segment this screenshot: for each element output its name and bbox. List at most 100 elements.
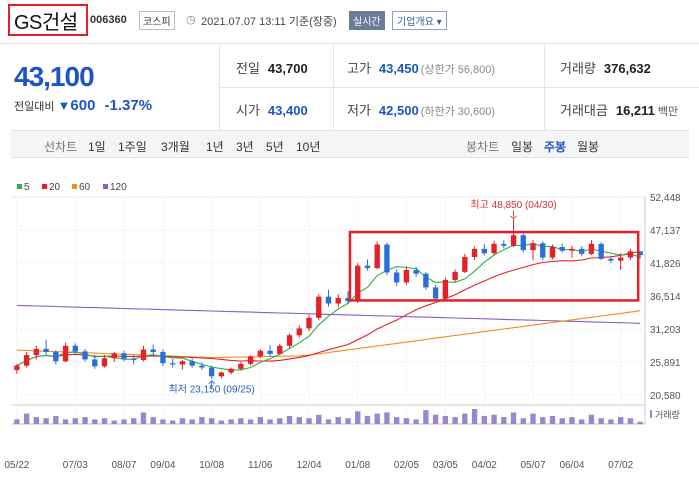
company-overview-dropdown[interactable]: 기업개요 ▾ bbox=[392, 11, 447, 30]
period-3m[interactable]: 3개월 bbox=[161, 140, 190, 154]
candle-body bbox=[238, 363, 244, 369]
realtime-button[interactable]: 실시간 bbox=[349, 11, 385, 30]
volume-bar bbox=[452, 417, 458, 424]
y-tick-label: 47,137 bbox=[650, 226, 681, 237]
volume-bar bbox=[559, 418, 565, 424]
candle-body bbox=[72, 345, 78, 352]
volume-bar bbox=[33, 417, 40, 424]
stock-name[interactable]: GS건설 bbox=[14, 12, 78, 34]
volume-bar bbox=[72, 418, 78, 424]
volume-bar bbox=[540, 417, 546, 424]
volume-bar bbox=[140, 412, 147, 424]
volume-bar bbox=[491, 414, 497, 424]
volume-bar bbox=[199, 417, 205, 424]
volume-bar bbox=[335, 417, 341, 424]
y-tick-label: 52,448 bbox=[650, 193, 681, 204]
candle-body bbox=[569, 248, 575, 251]
candle-body bbox=[189, 361, 195, 366]
candle-body bbox=[23, 355, 30, 366]
candle-body bbox=[101, 358, 108, 367]
candle-body bbox=[374, 244, 380, 269]
volume-label: 거래량 bbox=[655, 409, 680, 420]
ma60-line bbox=[16, 310, 641, 359]
candle-body bbox=[637, 251, 643, 256]
period-5y[interactable]: 5년 bbox=[266, 140, 284, 154]
period-10y[interactable]: 10년 bbox=[296, 140, 321, 154]
candle-body bbox=[62, 345, 69, 362]
period-1d[interactable]: 1일 bbox=[88, 140, 106, 154]
x-tick-label: 04/02 bbox=[472, 460, 497, 471]
candle-body bbox=[140, 349, 147, 361]
candle-daily[interactable]: 일봉 bbox=[511, 140, 534, 154]
change-value: 600 bbox=[70, 97, 96, 114]
candle-monthly[interactable]: 월봉 bbox=[577, 140, 600, 154]
candle-body bbox=[598, 243, 604, 259]
stock-header: GS건설 006360 코스피 ◷ 2021.07.07 13:11 기준(장중… bbox=[0, 0, 699, 44]
candle-body bbox=[267, 350, 273, 354]
volume-bar bbox=[471, 409, 478, 424]
volume-bar bbox=[355, 411, 361, 424]
volume-bar bbox=[627, 418, 634, 424]
candle-body bbox=[335, 297, 341, 304]
x-tick-label: 12/04 bbox=[297, 460, 322, 471]
candle-weekly[interactable]: 주봉 bbox=[544, 140, 567, 154]
high-annotation: 최고 48,850 (04/30) bbox=[470, 199, 556, 211]
x-tick-label: 05/07 bbox=[520, 460, 545, 471]
candle-body bbox=[442, 279, 449, 299]
volume-bar bbox=[306, 418, 312, 424]
volume-bar bbox=[160, 419, 166, 424]
volume-bar bbox=[364, 415, 371, 424]
volume-bar bbox=[228, 419, 234, 424]
quote-timestamp: 2021.07.07 13:11 기준(장중) bbox=[201, 16, 337, 28]
candle-body bbox=[131, 358, 137, 361]
volume-bar bbox=[530, 413, 536, 424]
legend-ma20: 20 bbox=[42, 182, 60, 193]
volume-bar bbox=[588, 414, 595, 424]
volume-bar bbox=[247, 419, 254, 424]
candle-body bbox=[14, 365, 20, 371]
period-3y[interactable]: 3년 bbox=[236, 140, 254, 154]
volume-bar bbox=[481, 415, 487, 424]
y-tick-label: 25,891 bbox=[650, 358, 681, 369]
candle-body bbox=[160, 352, 166, 364]
volume-bar bbox=[413, 419, 419, 424]
candle-body bbox=[481, 248, 487, 254]
volume-bar bbox=[374, 413, 380, 424]
volume-bar bbox=[462, 413, 468, 424]
volume-bar bbox=[579, 419, 585, 424]
market-badge: 코스피 bbox=[139, 11, 175, 30]
volume-bar bbox=[82, 417, 88, 424]
volume-bar bbox=[384, 412, 390, 424]
volume-bar bbox=[150, 417, 156, 424]
candle-body bbox=[286, 335, 293, 346]
volume-bar bbox=[325, 419, 332, 424]
candle-body bbox=[608, 258, 614, 261]
candle-body bbox=[296, 328, 302, 336]
candle-body bbox=[588, 243, 595, 254]
volume-bar bbox=[208, 418, 215, 424]
candle-body bbox=[306, 317, 312, 329]
candle-body bbox=[325, 296, 332, 304]
period-1w[interactable]: 1주일 bbox=[118, 140, 147, 154]
volume-bar bbox=[510, 412, 517, 424]
x-tick-label: 01/08 bbox=[345, 460, 370, 471]
candle-body bbox=[208, 367, 215, 377]
volume-bar bbox=[608, 419, 614, 424]
volume-bar bbox=[14, 419, 20, 424]
candle-body bbox=[501, 243, 507, 246]
y-tick-label: 41,826 bbox=[650, 259, 681, 270]
candle-body bbox=[218, 372, 225, 377]
volume-bar bbox=[617, 417, 624, 424]
candle-body bbox=[277, 345, 283, 354]
volume-bar bbox=[277, 418, 283, 424]
candle-body bbox=[432, 287, 439, 299]
volume-bar bbox=[101, 418, 108, 424]
candle-body bbox=[491, 243, 497, 254]
open-price: 시가 43,400 bbox=[236, 103, 308, 118]
candle-body bbox=[111, 353, 117, 359]
period-1y[interactable]: 1년 bbox=[206, 140, 224, 154]
volume-bar bbox=[53, 415, 59, 424]
candle-body bbox=[413, 269, 419, 274]
low-arrow-icon bbox=[208, 380, 215, 385]
